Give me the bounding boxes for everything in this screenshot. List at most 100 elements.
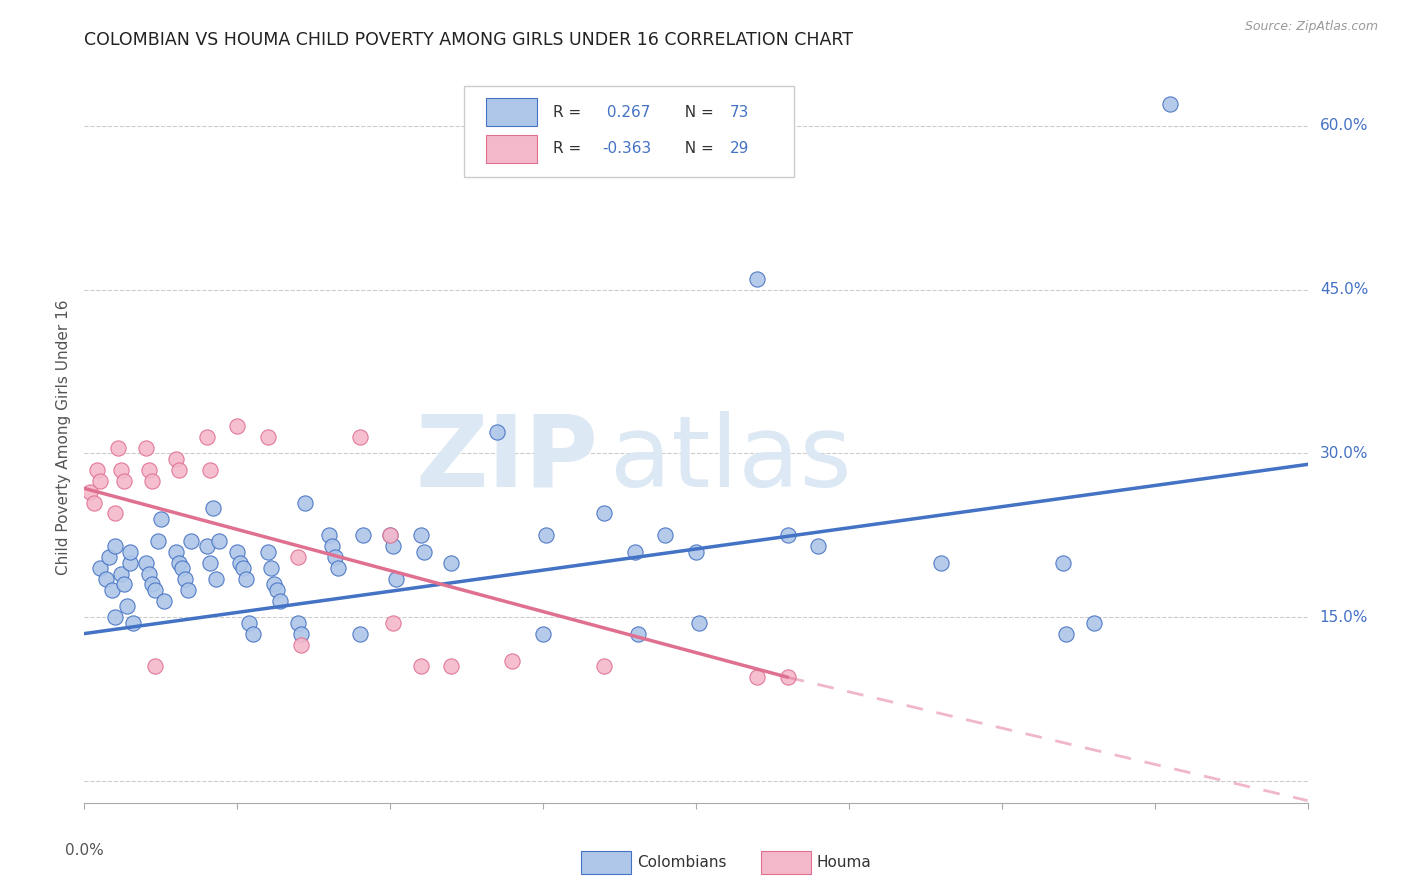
Y-axis label: Child Poverty Among Girls Under 16: Child Poverty Among Girls Under 16: [56, 300, 72, 574]
Point: [593, 659, 616, 673]
Point: [153, 594, 176, 608]
Point: [235, 572, 257, 586]
Point: [94, 572, 117, 586]
Point: [104, 610, 127, 624]
Point: [409, 659, 432, 673]
Text: Houma: Houma: [817, 855, 872, 870]
Point: [229, 556, 252, 570]
Point: [238, 615, 260, 630]
Point: [195, 430, 218, 444]
Point: [257, 545, 280, 559]
Point: [534, 528, 557, 542]
Point: [807, 539, 830, 553]
Point: [195, 539, 218, 553]
Point: [531, 626, 554, 640]
Point: [120, 545, 142, 559]
Text: 73: 73: [730, 105, 749, 120]
Point: [382, 539, 405, 553]
Text: 45.0%: 45.0%: [1320, 282, 1368, 297]
Text: 0.0%: 0.0%: [65, 843, 104, 858]
Point: [165, 545, 187, 559]
Point: [141, 577, 163, 591]
Point: [120, 556, 142, 570]
Point: [654, 528, 676, 542]
Point: [201, 501, 224, 516]
Point: [269, 594, 291, 608]
Point: [260, 561, 283, 575]
Point: [165, 451, 187, 466]
Point: [290, 638, 312, 652]
Point: [1054, 626, 1077, 640]
Point: [135, 441, 157, 455]
Text: 15.0%: 15.0%: [1320, 610, 1368, 624]
Point: [321, 539, 343, 553]
Point: [486, 425, 509, 439]
Point: [929, 556, 952, 570]
FancyBboxPatch shape: [464, 86, 794, 178]
Text: Colombians: Colombians: [637, 855, 727, 870]
Text: Source: ZipAtlas.com: Source: ZipAtlas.com: [1244, 20, 1378, 33]
Point: [112, 474, 135, 488]
Point: [167, 463, 190, 477]
Point: [257, 430, 280, 444]
Point: [1159, 97, 1181, 112]
FancyBboxPatch shape: [485, 98, 537, 127]
Point: [382, 615, 405, 630]
Point: [412, 545, 434, 559]
Point: [104, 539, 127, 553]
Point: [177, 582, 200, 597]
Point: [226, 419, 249, 434]
Point: [104, 507, 127, 521]
Point: [352, 528, 374, 542]
Point: [135, 556, 157, 570]
Point: [110, 566, 132, 581]
Point: [323, 550, 346, 565]
Point: [328, 561, 350, 575]
Point: [198, 556, 221, 570]
Point: [290, 626, 312, 640]
Point: [294, 495, 316, 509]
Point: [318, 528, 340, 542]
Point: [83, 495, 105, 509]
Point: [112, 577, 135, 591]
Point: [266, 582, 288, 597]
Point: [107, 441, 129, 455]
Point: [440, 659, 463, 673]
Text: COLOMBIAN VS HOUMA CHILD POVERTY AMONG GIRLS UNDER 16 CORRELATION CHART: COLOMBIAN VS HOUMA CHILD POVERTY AMONG G…: [84, 31, 853, 49]
FancyBboxPatch shape: [485, 135, 537, 162]
Point: [110, 463, 132, 477]
Point: [385, 572, 408, 586]
Point: [143, 582, 166, 597]
Point: [146, 533, 169, 548]
Point: [627, 626, 650, 640]
Point: [624, 545, 647, 559]
Point: [242, 626, 264, 640]
Text: N =: N =: [675, 105, 718, 120]
Point: [97, 550, 120, 565]
Point: [747, 670, 769, 684]
Text: atlas: atlas: [610, 410, 852, 508]
Point: [180, 533, 202, 548]
Point: [776, 670, 799, 684]
Point: [89, 561, 111, 575]
Point: [776, 528, 799, 542]
Point: [688, 615, 710, 630]
Point: [502, 654, 524, 668]
Text: ZIP: ZIP: [415, 410, 598, 508]
Point: [380, 528, 402, 542]
Point: [167, 556, 190, 570]
Point: [172, 561, 194, 575]
Point: [122, 615, 145, 630]
Point: [593, 507, 616, 521]
Point: [440, 556, 463, 570]
Point: [89, 474, 111, 488]
Text: R =: R =: [553, 142, 586, 156]
Text: 30.0%: 30.0%: [1320, 446, 1368, 461]
Point: [685, 545, 707, 559]
Point: [198, 463, 221, 477]
Point: [205, 572, 228, 586]
Point: [287, 615, 309, 630]
Text: 60.0%: 60.0%: [1320, 119, 1368, 134]
Point: [232, 561, 254, 575]
Text: N =: N =: [675, 142, 718, 156]
